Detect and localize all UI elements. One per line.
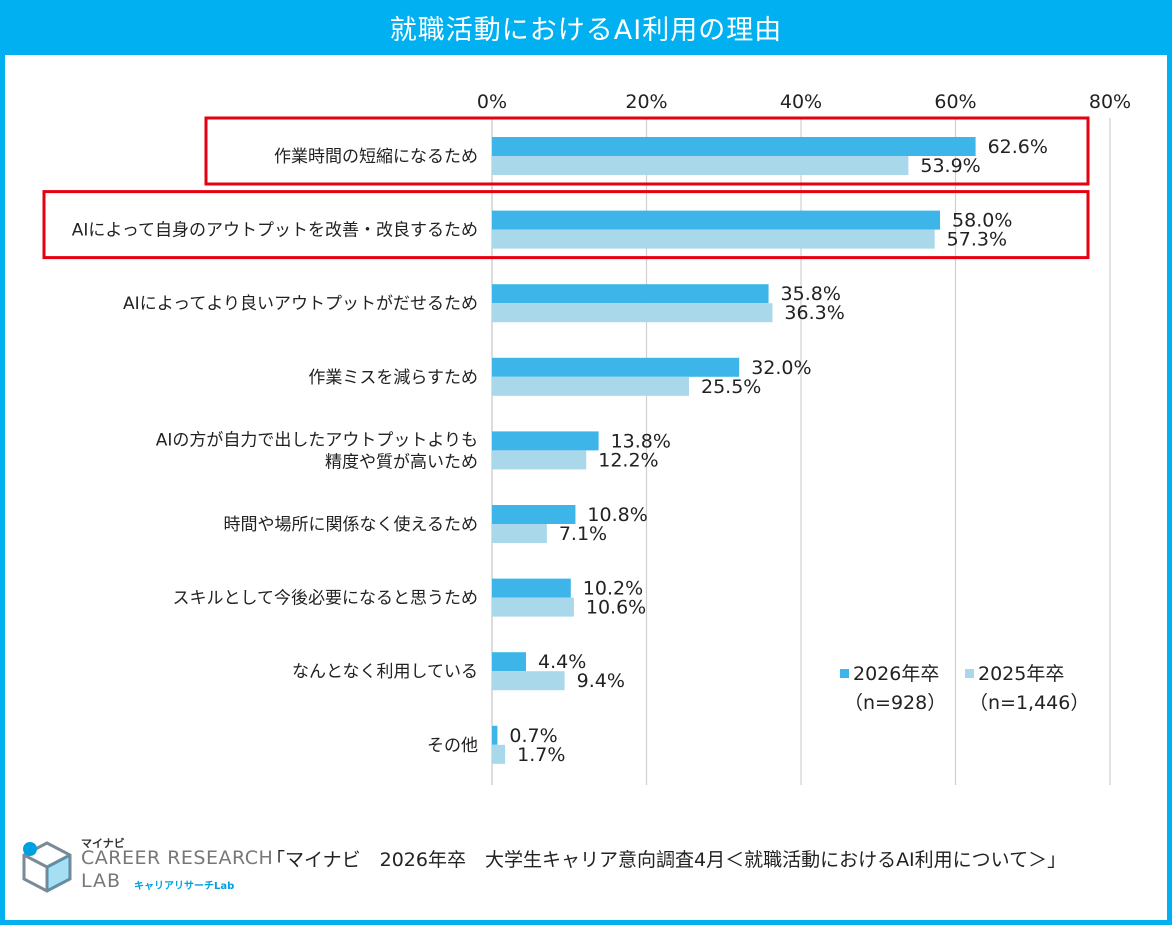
bar	[492, 357, 740, 377]
logo-lab: LAB	[81, 870, 122, 892]
data-label: 10.8%	[587, 504, 647, 526]
bar	[492, 671, 565, 691]
bar	[492, 578, 571, 598]
legend-label: 2026年卒	[853, 663, 939, 685]
bar	[492, 284, 769, 304]
category-label: 精度や質が高いため	[325, 452, 478, 472]
category-label: その他	[427, 736, 478, 756]
bar	[492, 210, 941, 230]
x-tick-label: 80%	[1089, 91, 1131, 113]
bar	[492, 450, 587, 470]
bar	[492, 137, 976, 156]
legend-sample-size: （n=928）	[844, 692, 946, 714]
category-label: AIによってより良いアウトプットがだせるため	[123, 294, 478, 314]
bar	[492, 156, 909, 175]
bar	[492, 431, 599, 451]
data-label: 0.7%	[509, 725, 557, 747]
data-label: 4.4%	[538, 651, 586, 673]
data-label: 35.8%	[781, 283, 841, 305]
chart-title: 就職活動におけるAI利用の理由	[0, 0, 1172, 55]
data-label: 10.2%	[583, 578, 643, 600]
x-tick-label: 20%	[625, 91, 667, 113]
data-label: 10.6%	[586, 597, 646, 619]
highlight-box	[204, 116, 1090, 186]
data-label: 57.3%	[947, 229, 1007, 251]
bar	[492, 376, 689, 396]
data-label: 25.5%	[701, 376, 761, 398]
bar	[492, 597, 574, 617]
data-label: 36.3%	[784, 302, 844, 324]
category-label: スキルとして今後必要になると思うため	[173, 589, 479, 609]
data-label: 32.0%	[751, 357, 811, 379]
cube-logo-icon	[22, 841, 72, 893]
bar	[492, 505, 576, 524]
logo-name: CAREER RESEARCH	[81, 847, 274, 869]
category-label: AIによって自身のアウトプットを改善・改良するため	[72, 221, 478, 241]
logo-brand: マイナビ	[81, 837, 125, 850]
legend-swatch	[965, 669, 974, 678]
legend-sample-size: （n=1,446）	[969, 692, 1089, 714]
data-label: 1.7%	[517, 744, 565, 766]
highlight-box	[42, 190, 1090, 260]
data-label: 13.8%	[611, 430, 671, 452]
logo-subtitle: キャリアリサーチLab	[134, 881, 235, 892]
data-label: 62.6%	[988, 136, 1048, 158]
bar	[492, 652, 526, 672]
category-label: なんとなく利用している	[292, 662, 478, 682]
bar	[492, 744, 506, 764]
category-label: 作業ミスを減らすため	[308, 368, 478, 388]
bar	[492, 524, 547, 543]
legend-label: 2025年卒	[978, 663, 1064, 685]
source-note: 「マイナビ 2026年卒 大学生キャリア意向調査4月＜就職活動におけるAI利用に…	[266, 849, 1067, 871]
legend-swatch	[840, 669, 849, 678]
category-label: 時間や場所に関係なく使えるため	[224, 514, 479, 535]
x-tick-label: 40%	[780, 91, 822, 113]
data-label: 53.9%	[920, 155, 980, 177]
category-label: AIの方が自力で出したアウトプットよりも	[156, 430, 478, 450]
bar	[492, 303, 773, 323]
data-label: 12.2%	[598, 449, 658, 471]
data-label: 58.0%	[952, 210, 1012, 232]
career-research-lab-logo: マイナビ CAREER RESEARCH LAB キャリアリサーチLab	[18, 835, 273, 895]
bar	[492, 725, 498, 745]
x-tick-label: 60%	[934, 91, 976, 113]
category-label: 作業時間の短縮になるため	[274, 147, 478, 167]
bar	[492, 229, 935, 249]
data-label: 9.4%	[577, 670, 625, 692]
x-tick-label: 0%	[477, 91, 507, 113]
data-label: 7.1%	[559, 523, 607, 545]
